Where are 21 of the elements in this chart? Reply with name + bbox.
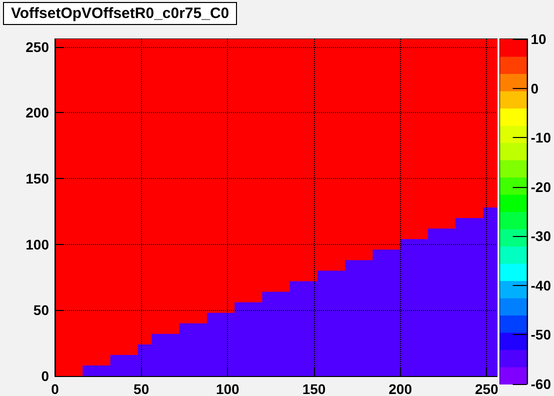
y-tick-label: 100 <box>26 236 50 252</box>
color-bar-label: 10 <box>530 31 547 47</box>
chart-title: VoffsetOpVOffsetR0_c0r75_C0 <box>11 5 230 22</box>
color-bar-label: -20 <box>530 178 552 195</box>
color-bar-label: -10 <box>530 130 552 146</box>
color-bar-label: -60 <box>530 376 552 392</box>
y-tick-label: 150 <box>26 170 50 187</box>
x-tick-label: 250 <box>474 381 499 396</box>
color-bar-label: -30 <box>530 228 552 244</box>
color-bar-label: 0 <box>530 80 539 96</box>
y-tick-label: 50 <box>33 302 50 318</box>
y-tick-label: 0 <box>41 368 50 384</box>
x-tick-label: 0 <box>51 381 60 396</box>
x-tick-label: 150 <box>302 381 326 396</box>
y-tick-label: 200 <box>26 104 50 121</box>
y-tick-label: 250 <box>26 38 50 55</box>
color-bar-label: -40 <box>530 277 552 294</box>
x-tick-label: 200 <box>388 381 412 396</box>
color-bar-label: -50 <box>530 326 552 343</box>
x-tick-label: 100 <box>216 381 240 396</box>
x-tick-label: 50 <box>134 381 150 396</box>
